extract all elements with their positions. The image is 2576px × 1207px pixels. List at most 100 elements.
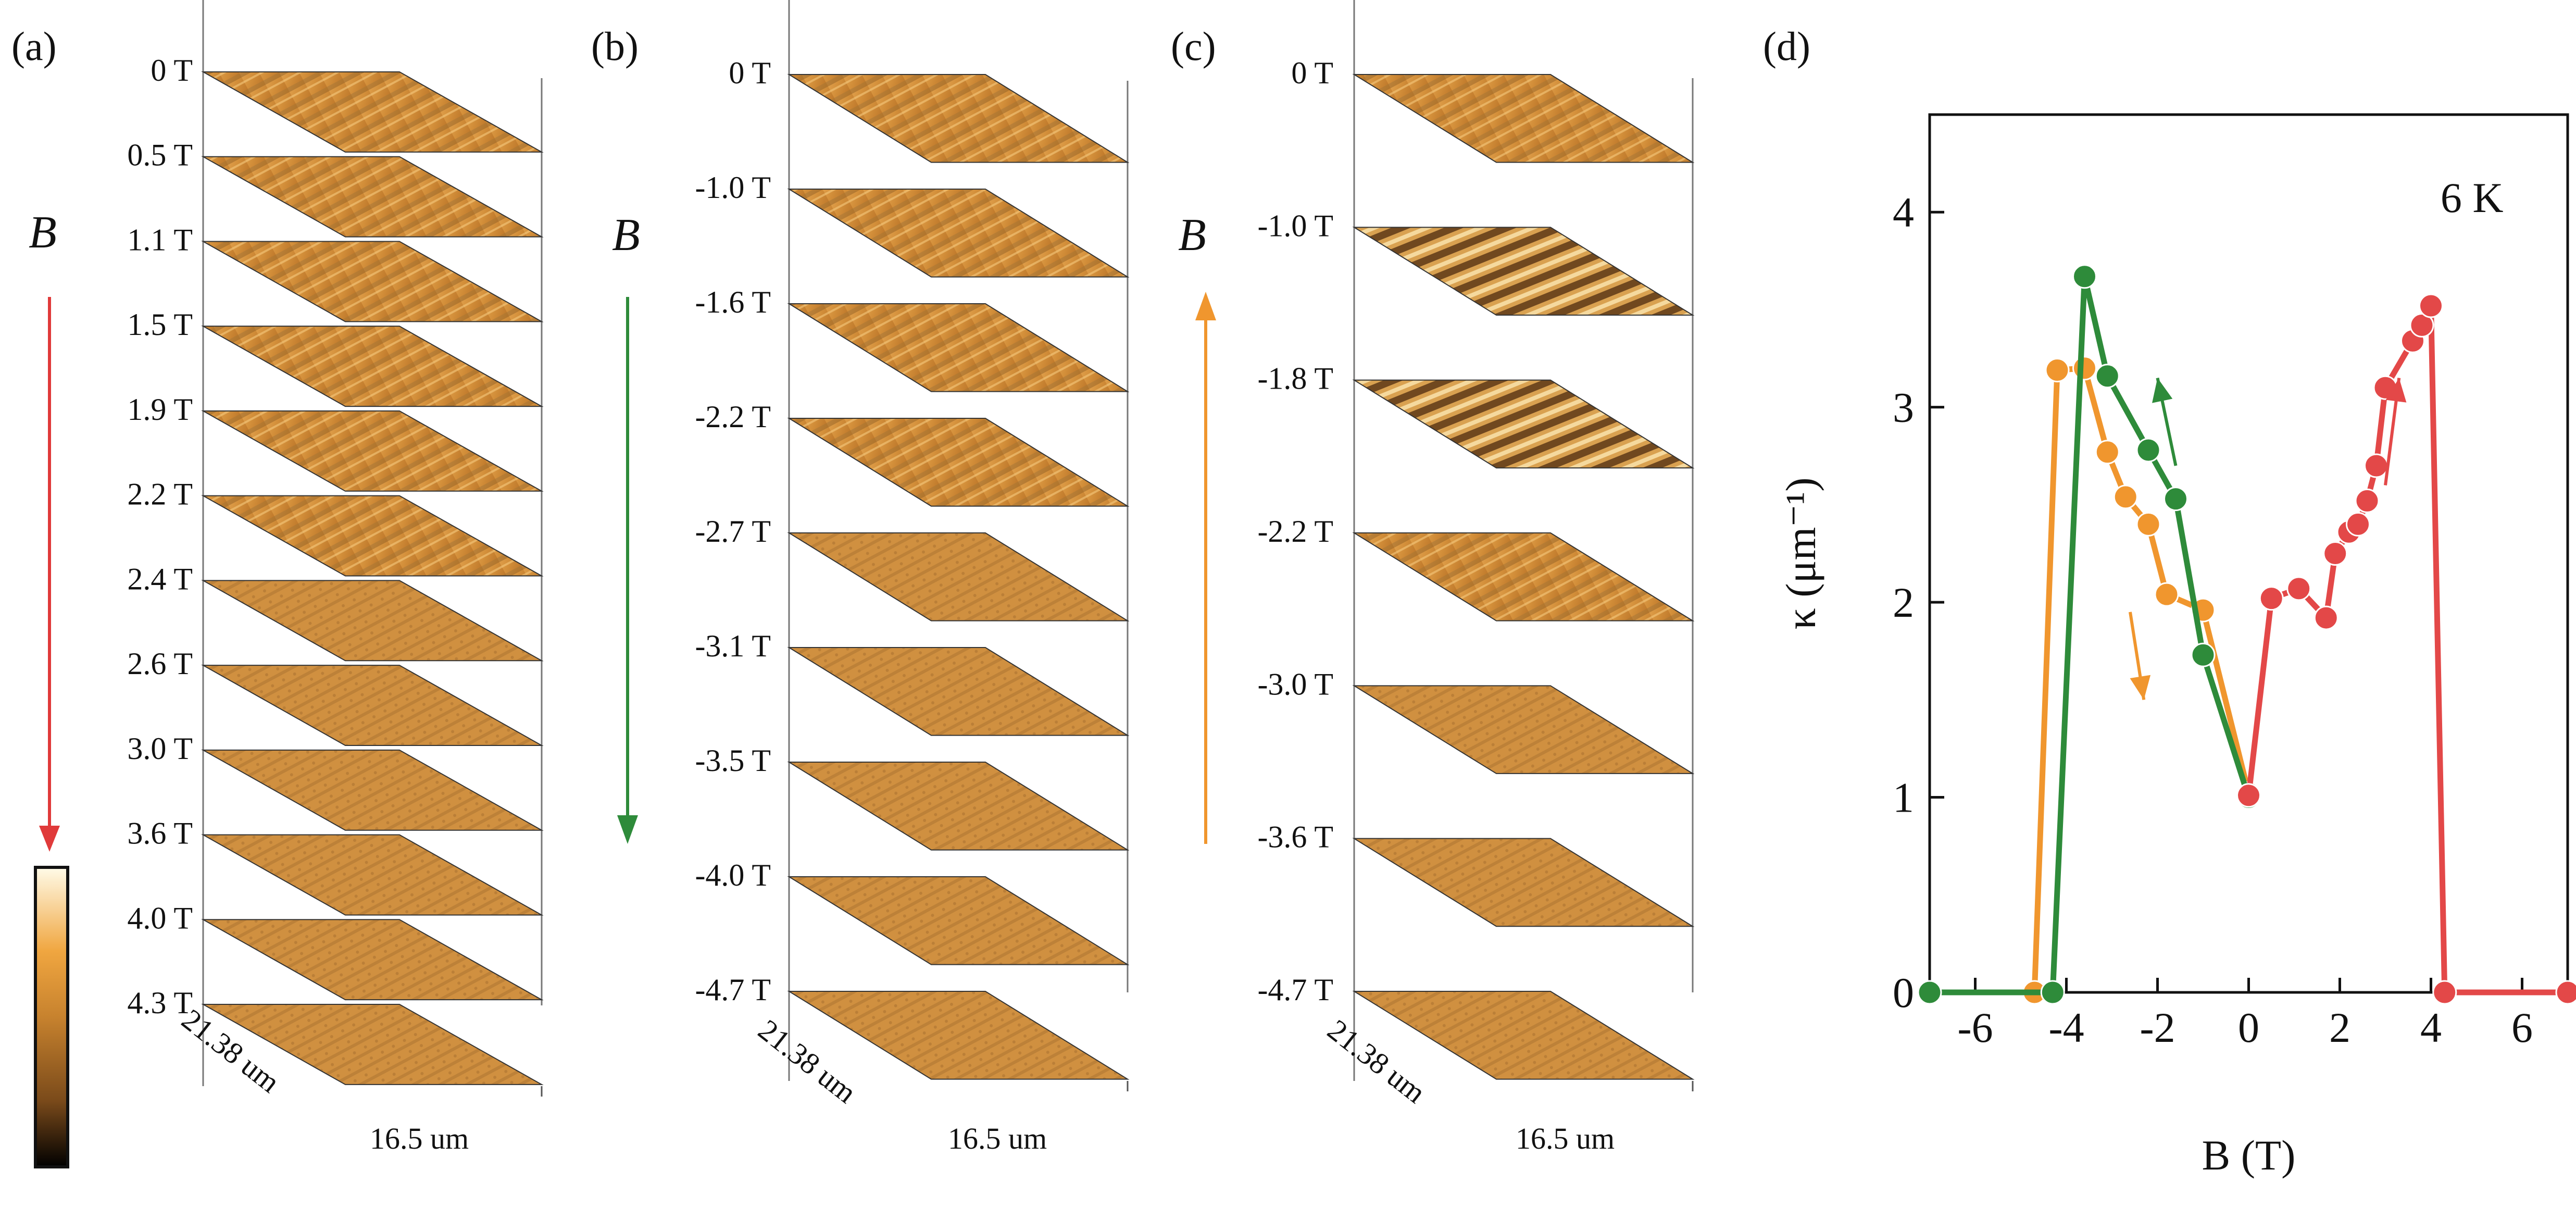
- field-map-image: [201, 665, 544, 746]
- field-label: -3.6 T: [1257, 820, 1333, 854]
- direction-arrowhead: [2152, 378, 2173, 403]
- data-point: [2136, 512, 2161, 537]
- field-label: -1.8 T: [1257, 362, 1333, 396]
- y-tick-label: 3: [1893, 384, 1914, 431]
- panel-a-sweep-arrowhead: [39, 826, 60, 852]
- field-label: 2.2 T: [127, 477, 193, 512]
- field-map-image: [787, 303, 1130, 392]
- data-point: [2555, 980, 2576, 1005]
- colorbar: [34, 866, 69, 1168]
- field-label: 4.3 T: [127, 986, 193, 1020]
- y-tick-label: 1: [1893, 774, 1914, 822]
- field-label: -3.1 T: [695, 629, 771, 663]
- panel-b-label: (b): [591, 23, 639, 69]
- direction-arrowhead: [2130, 675, 2151, 700]
- x-axis-label: B (T): [2202, 1131, 2296, 1179]
- panel-c-field-symbol: B: [1178, 210, 1206, 260]
- kappa-chart: -6 -4 -2 0 2 4 6 0 1 2 3 4 B (T) κ (μm⁻¹) 6 K: [1777, 113, 2576, 1179]
- panel-a: (a) B 0 T 0.5 T 1.1 T 1.5 T 1.9 T 2.2 T 2.4 T 2…: [11, 0, 544, 1168]
- field-label: -2.2 T: [695, 400, 771, 434]
- y-tick-label: 2: [1893, 579, 1914, 626]
- data-point: [2236, 783, 2261, 808]
- panel-c-sweep-arrowhead: [1195, 292, 1216, 320]
- field-map-image: [201, 749, 544, 831]
- panel-b-field-symbol: B: [612, 210, 640, 260]
- field-map-image: [787, 189, 1130, 278]
- field-map-image: [787, 74, 1130, 163]
- data-point: [2191, 642, 2216, 667]
- x-tick-label: 6: [2511, 1004, 2533, 1051]
- panel-a-stack: 0 T 0.5 T 1.1 T 1.5 T 1.9 T 2.2 T 2.4 T 2.6 T 3.…: [127, 0, 544, 1097]
- panel-c: (c) B 0 T -1.0 T -1.8 T -2.2 T -3.0 T -3.6 T -…: [1171, 0, 1695, 1155]
- field-map-image: [787, 991, 1130, 1080]
- field-map-image: [201, 495, 544, 577]
- field-map-image: [201, 410, 544, 492]
- field-map-image: [1352, 227, 1695, 316]
- field-map-image: [1352, 74, 1695, 163]
- field-map-image: [201, 326, 544, 407]
- field-label: -1.6 T: [695, 285, 771, 319]
- field-label: 0.5 T: [127, 138, 193, 172]
- series-line: [1930, 273, 2252, 996]
- field-map-image: [787, 532, 1130, 621]
- x-tick-label: 2: [2329, 1004, 2350, 1051]
- field-label: 1.5 T: [127, 307, 193, 342]
- data-point: [2072, 356, 2097, 381]
- field-map-image: [201, 156, 544, 238]
- data-point: [2286, 576, 2311, 601]
- field-label: 0 T: [729, 56, 771, 90]
- data-point: [1917, 980, 1942, 1005]
- field-map-image: [787, 418, 1130, 507]
- field-map-image: [201, 580, 544, 662]
- panel-c-stack: 0 T -1.0 T -1.8 T -2.2 T -3.0 T -3.6 T -4.7 T: [1257, 0, 1695, 1091]
- data-point: [2095, 440, 2120, 465]
- field-map-image: [787, 876, 1130, 965]
- field-label: 0 T: [151, 53, 193, 88]
- panel-d: (d) -6 -4 -2 0 2 4 6 0 1 2 3 4 B (T) κ (μm⁻¹) 6 K: [1763, 23, 2576, 1179]
- data-point: [2072, 264, 2097, 289]
- field-label: -1.0 T: [1257, 208, 1333, 243]
- panel-b-dim-x: 16.5 um: [948, 1122, 1047, 1155]
- panel-b: (b) B 0 T -1.0 T -1.6 T -2.2 T -2.7 T -3.1 T -…: [591, 0, 1130, 1155]
- data-point: [2432, 980, 2457, 1005]
- field-label: -4.0 T: [695, 858, 771, 892]
- field-map-image: [1352, 532, 1695, 621]
- data-point: [2355, 488, 2380, 513]
- field-label: -3.5 T: [695, 743, 771, 778]
- panel-a-field-symbol: B: [29, 207, 57, 258]
- data-point: [2164, 487, 2188, 512]
- data-point: [2314, 605, 2339, 630]
- field-label: 0 T: [1291, 56, 1333, 90]
- x-tick-label: -4: [2048, 1004, 2084, 1051]
- panel-a-label: (a): [11, 23, 57, 69]
- series-line: [2246, 303, 2568, 996]
- data-point: [2154, 582, 2179, 607]
- x-tick-label: -6: [1957, 1004, 1993, 1051]
- field-label: -2.7 T: [695, 514, 771, 549]
- field-label: -3.0 T: [1257, 667, 1333, 701]
- field-map-image: [1352, 991, 1695, 1080]
- data-point: [2259, 586, 2284, 611]
- field-map-image: [1352, 379, 1695, 469]
- x-tick-label: -2: [2140, 1004, 2175, 1051]
- field-label: 4.0 T: [127, 901, 193, 935]
- data-point: [2113, 484, 2138, 509]
- field-label: 3.0 T: [127, 731, 193, 766]
- field-map-image: [201, 241, 544, 322]
- y-tick-label: 4: [1893, 189, 1914, 236]
- data-point: [2419, 293, 2443, 318]
- temperature-annotation: 6 K: [2441, 174, 2504, 221]
- data-point: [2364, 453, 2389, 478]
- y-axis-label: κ (μm⁻¹): [1777, 477, 1824, 629]
- data-point: [2136, 438, 2161, 463]
- field-label: -4.7 T: [695, 973, 771, 1007]
- data-point: [2040, 980, 2065, 1005]
- field-map-image: [201, 1004, 544, 1085]
- field-map-image: [787, 762, 1130, 851]
- data-point: [2045, 358, 2070, 383]
- panel-b-stack: 0 T -1.0 T -1.6 T -2.2 T -2.7 T -3.1 T -3.5 T -…: [695, 0, 1130, 1091]
- field-map-image: [1352, 685, 1695, 774]
- field-label: -2.2 T: [1257, 514, 1333, 549]
- panel-c-dim-x: 16.5 um: [1516, 1122, 1615, 1155]
